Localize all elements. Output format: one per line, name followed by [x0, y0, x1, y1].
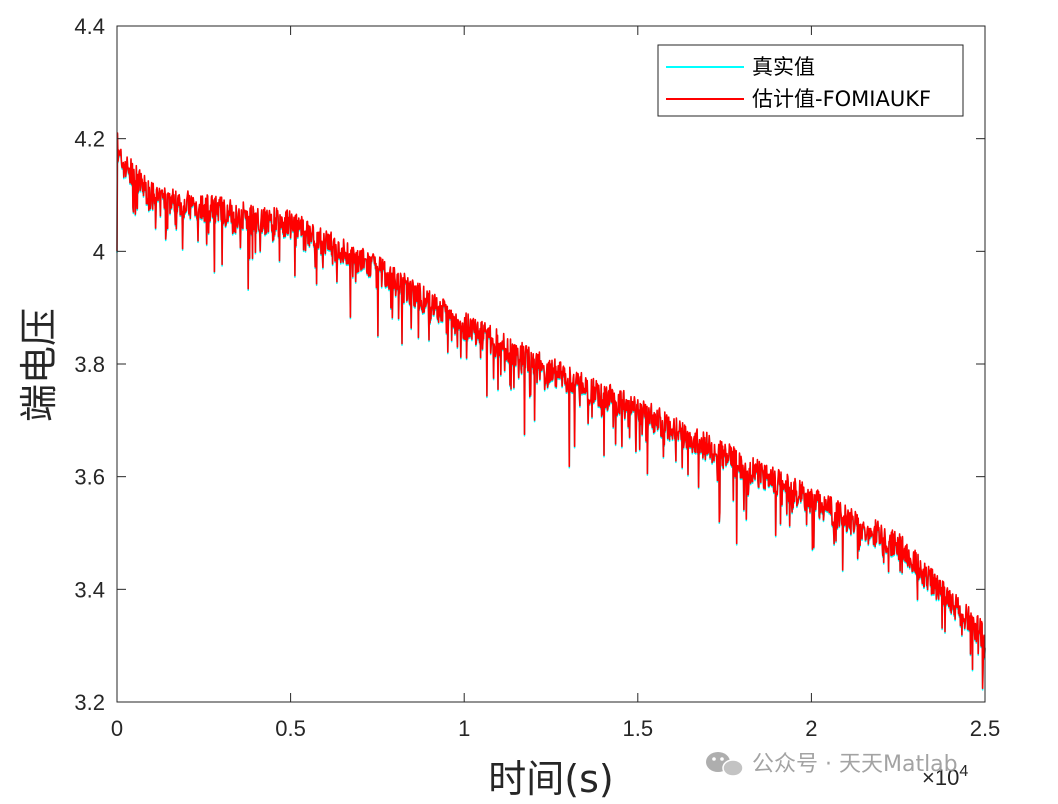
legend-label: 真实值 — [752, 55, 815, 79]
x-tick-label: 0 — [111, 716, 123, 741]
y-axis-title: 端电压 — [17, 308, 61, 422]
x-tick-label: 1 — [458, 716, 470, 741]
watermark-text: 公众号 · 天天Matlab — [752, 752, 958, 777]
x-tick-label: 1.5 — [623, 716, 654, 741]
wechat-icon — [706, 752, 744, 777]
plot-layer — [116, 132, 986, 691]
y-tick-label: 4.4 — [74, 14, 105, 39]
x-exponent-label: ×104 — [922, 763, 968, 790]
y-tick-label: 3.6 — [74, 465, 105, 490]
x-exponent-base: ×10 — [922, 765, 959, 790]
y-tick-label: 3.4 — [74, 577, 105, 602]
x-tick-label: 2.5 — [970, 716, 1001, 741]
x-tick-label: 2 — [805, 716, 817, 741]
y-tick-label: 4 — [93, 239, 105, 264]
svg-text:×104: ×104 — [922, 763, 968, 790]
x-axis-title: 时间(s) — [488, 757, 613, 801]
axes-layer: 0 0.5 1 1.5 2 2.5 3.2 3.4 3.6 3.8 4 4.2 4.4 — [74, 14, 1000, 741]
series-line-estimated-value — [116, 132, 986, 690]
watermark: 公众号 · 天天Matlab — [706, 752, 958, 777]
y-tick-label: 4.2 — [74, 127, 105, 152]
x-exponent-power: 4 — [959, 763, 968, 780]
x-tick-label: 0.5 — [275, 716, 306, 741]
y-tick-label: 3.8 — [74, 352, 105, 377]
legend-box — [657, 44, 964, 117]
y-tick-label: 3.2 — [74, 690, 105, 715]
legend-label: 估计值-FOMIAUKF — [752, 87, 931, 111]
